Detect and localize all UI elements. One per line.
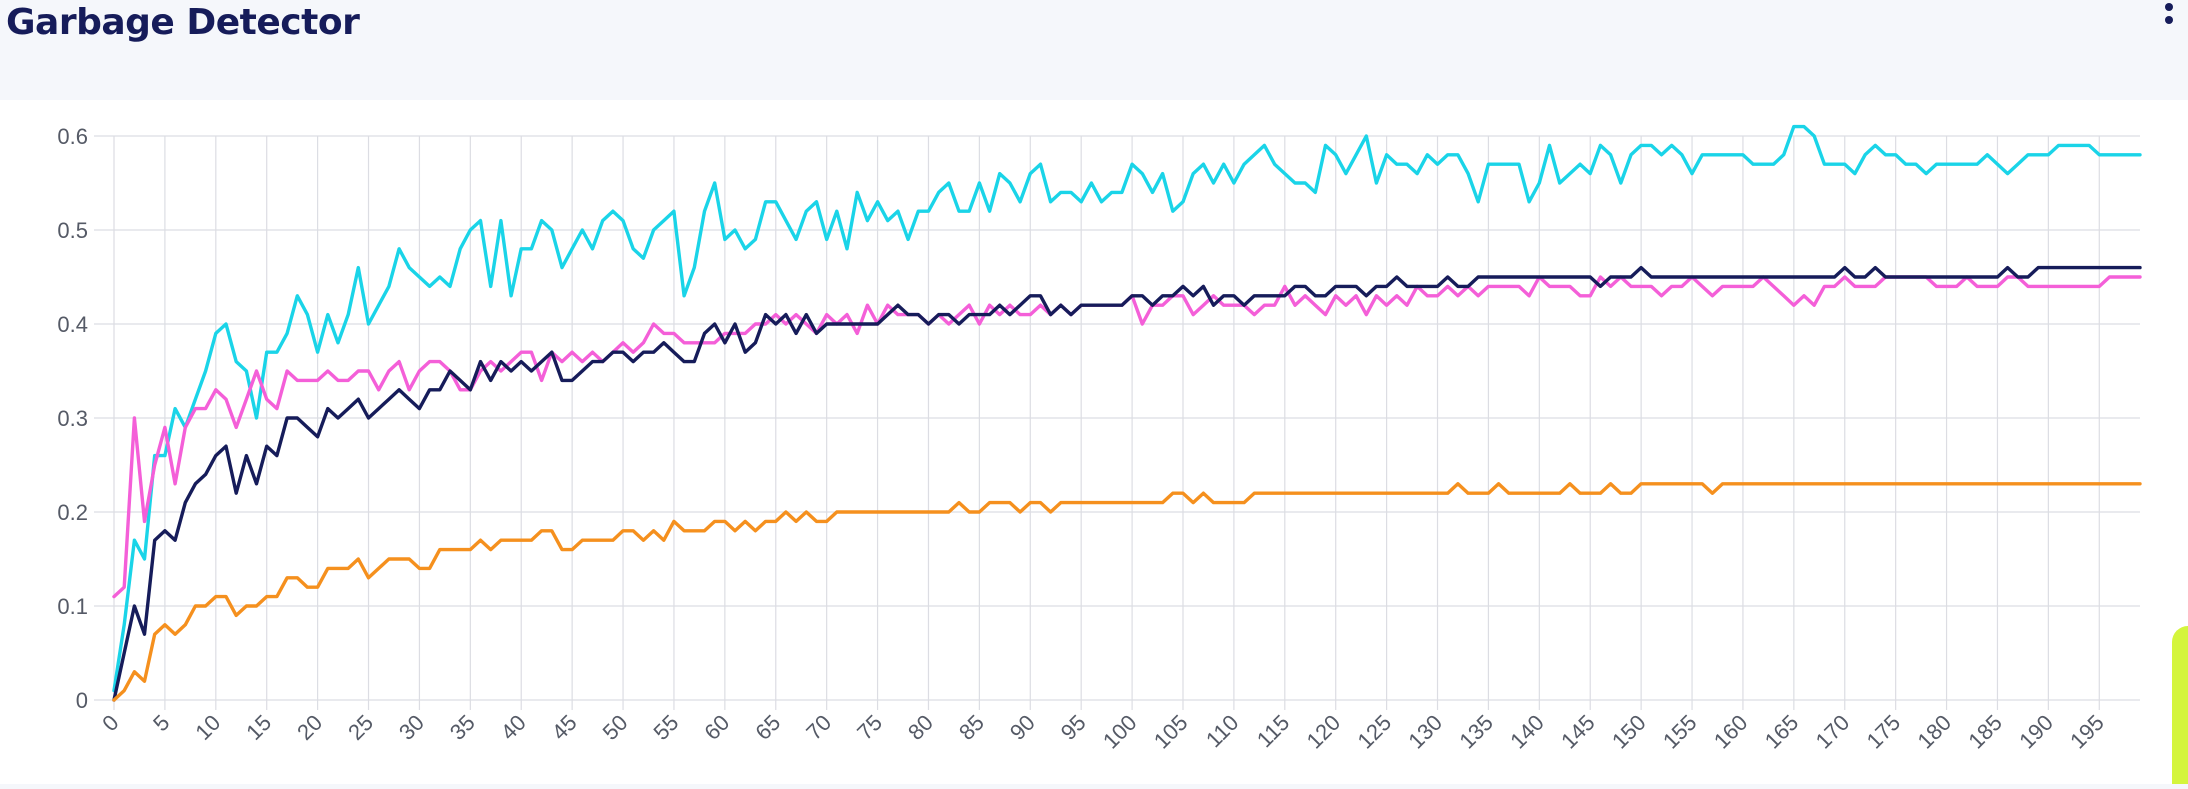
series-line-1 bbox=[112, 124, 2142, 693]
x-tick-label: 155 bbox=[1658, 710, 1702, 754]
series-group bbox=[112, 124, 2142, 702]
x-tick-label: 85 bbox=[954, 710, 989, 745]
x-tick-label: 160 bbox=[1709, 710, 1753, 754]
x-tick-label: 15 bbox=[241, 710, 276, 745]
x-tick-label: 75 bbox=[852, 710, 887, 745]
chart-panel: 0 0.1 0.2 0.3 0.4 0.5 0.6 0 5 10 15 20 25 30 35 40 45 50… bbox=[0, 100, 2188, 784]
y-tick-label: 0.5 bbox=[57, 218, 88, 243]
x-tick-label: 5 bbox=[148, 710, 174, 736]
series-line-3 bbox=[112, 265, 2142, 702]
line-chart: 00.10.20.30.40.50.6 0 5 10 15 20 25 30 35 40 45 50… bbox=[57, 124, 2142, 754]
x-tick-label: 20 bbox=[292, 710, 327, 745]
y-tick-label: 0.4 bbox=[57, 312, 88, 337]
x-tick-label: 40 bbox=[496, 710, 531, 745]
x-tick-label: 105 bbox=[1149, 710, 1193, 754]
x-tick-label: 195 bbox=[2065, 710, 2109, 754]
x-tick-label: 180 bbox=[1912, 710, 1956, 754]
y-tick-label: 0.3 bbox=[57, 406, 88, 431]
x-tick-label: 190 bbox=[2014, 710, 2058, 754]
x-tick-label: 140 bbox=[1505, 710, 1549, 754]
x-tick-label: 50 bbox=[598, 710, 633, 745]
x-tick-label: 65 bbox=[750, 710, 785, 745]
x-tick-label: 60 bbox=[699, 710, 734, 745]
dashboard-header: Garbage Detector bbox=[0, 0, 2188, 100]
x-tick-label: 30 bbox=[394, 710, 429, 745]
series-line-4 bbox=[112, 482, 2142, 702]
x-tick-label: 135 bbox=[1454, 710, 1498, 754]
x-tick-label: 150 bbox=[1607, 710, 1651, 754]
chart-grid bbox=[94, 135, 2140, 710]
x-tick-label: 170 bbox=[1811, 710, 1855, 754]
x-tick-label: 175 bbox=[1862, 710, 1906, 754]
x-tick-label: 0 bbox=[97, 710, 123, 736]
x-tick-label: 125 bbox=[1353, 710, 1397, 754]
x-tick-label: 165 bbox=[1760, 710, 1804, 754]
x-tick-label: 185 bbox=[1963, 710, 2007, 754]
x-tick-label: 90 bbox=[1005, 710, 1040, 745]
feedback-tab[interactable] bbox=[2172, 626, 2188, 784]
x-tick-label: 10 bbox=[190, 710, 225, 745]
x-axis: 0 5 10 15 20 25 30 35 40 45 50 55 60 65 70 75 80 85 90 95 10… bbox=[97, 710, 2109, 754]
x-tick-label: 55 bbox=[648, 710, 683, 745]
x-tick-label: 115 bbox=[1252, 710, 1294, 752]
x-tick-label: 35 bbox=[445, 710, 480, 745]
more-vertical-icon[interactable] bbox=[2162, 0, 2176, 24]
x-tick-label: 110 bbox=[1201, 710, 1243, 752]
x-tick-label: 130 bbox=[1403, 710, 1447, 754]
x-tick-label: 80 bbox=[903, 710, 938, 745]
x-tick-label: 70 bbox=[801, 710, 836, 745]
y-tick-label: 0.6 bbox=[57, 124, 88, 149]
x-tick-label: 120 bbox=[1302, 710, 1346, 754]
series-line-2 bbox=[112, 275, 2142, 599]
y-axis: 0 0.1 0.2 0.3 0.4 0.5 0.6 bbox=[57, 124, 88, 713]
page-title: Garbage Detector bbox=[6, 2, 360, 43]
x-tick-label: 45 bbox=[547, 710, 582, 745]
x-tick-label: 25 bbox=[343, 710, 378, 745]
x-tick-label: 145 bbox=[1556, 710, 1600, 754]
y-tick-label: 0 bbox=[76, 688, 88, 713]
y-tick-label: 0.1 bbox=[57, 594, 88, 619]
x-tick-label: 95 bbox=[1056, 710, 1091, 745]
y-tick-label: 0.2 bbox=[57, 500, 88, 525]
x-tick-label: 100 bbox=[1098, 710, 1142, 754]
